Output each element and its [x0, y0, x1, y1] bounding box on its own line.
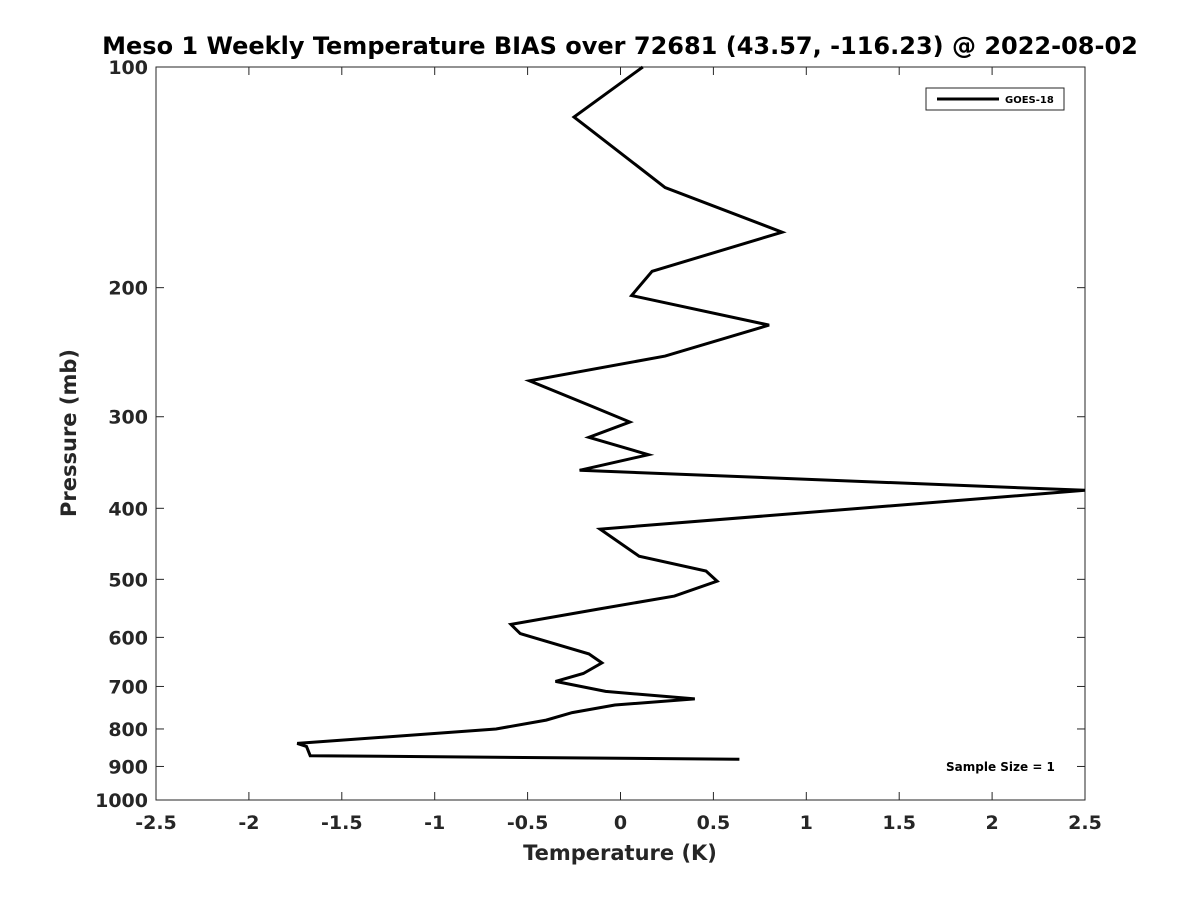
- legend: GOES-18: [925, 87, 1065, 111]
- x-axis: -2.5 -2 -1.5 -1 -0.5 0 0.5 1 1.5 2 2.5: [135, 67, 1102, 834]
- y-tick-label: 300: [108, 407, 148, 429]
- x-tick-label: 1: [800, 812, 813, 834]
- y-tick-label: 100: [108, 57, 148, 79]
- x-tick-label: -1: [424, 812, 445, 834]
- y-tick-label: 1000: [95, 790, 148, 812]
- x-tick-label: 2: [985, 812, 998, 834]
- legend-label-goes-18: GOES-18: [1005, 95, 1054, 106]
- x-tick-label: 0.5: [697, 812, 731, 834]
- y-tick-label: 400: [108, 498, 148, 520]
- x-tick-label: -2.5: [135, 812, 177, 834]
- x-tick-label: 2.5: [1068, 812, 1102, 834]
- y-tick-label: 700: [108, 676, 148, 698]
- sample-size-annotation: Sample Size = 1: [946, 760, 1055, 774]
- x-tick-label: 0: [614, 812, 627, 834]
- x-tick-label: 1.5: [882, 812, 916, 834]
- y-tick-label: 600: [108, 627, 148, 649]
- y-tick-label: 500: [108, 569, 148, 591]
- series-layer: [296, 65, 1086, 761]
- y-tick-label: 900: [108, 756, 148, 778]
- x-tick-label: -1.5: [321, 812, 363, 834]
- x-tick-label: -0.5: [507, 812, 549, 834]
- y-axis: 100 200 300 400 500 600 700 800 900 1000: [95, 57, 1085, 812]
- y-tick-label: 800: [108, 719, 148, 741]
- x-axis-label: Temperature (K): [523, 841, 717, 865]
- series-line-goes-18: [296, 65, 1086, 761]
- plot-area: [155, 66, 1086, 801]
- chart-title: Meso 1 Weekly Temperature BIAS over 7268…: [102, 32, 1138, 60]
- y-tick-label: 200: [108, 278, 148, 300]
- x-tick-label: -2: [238, 812, 259, 834]
- y-axis-label: Pressure (mb): [57, 349, 81, 517]
